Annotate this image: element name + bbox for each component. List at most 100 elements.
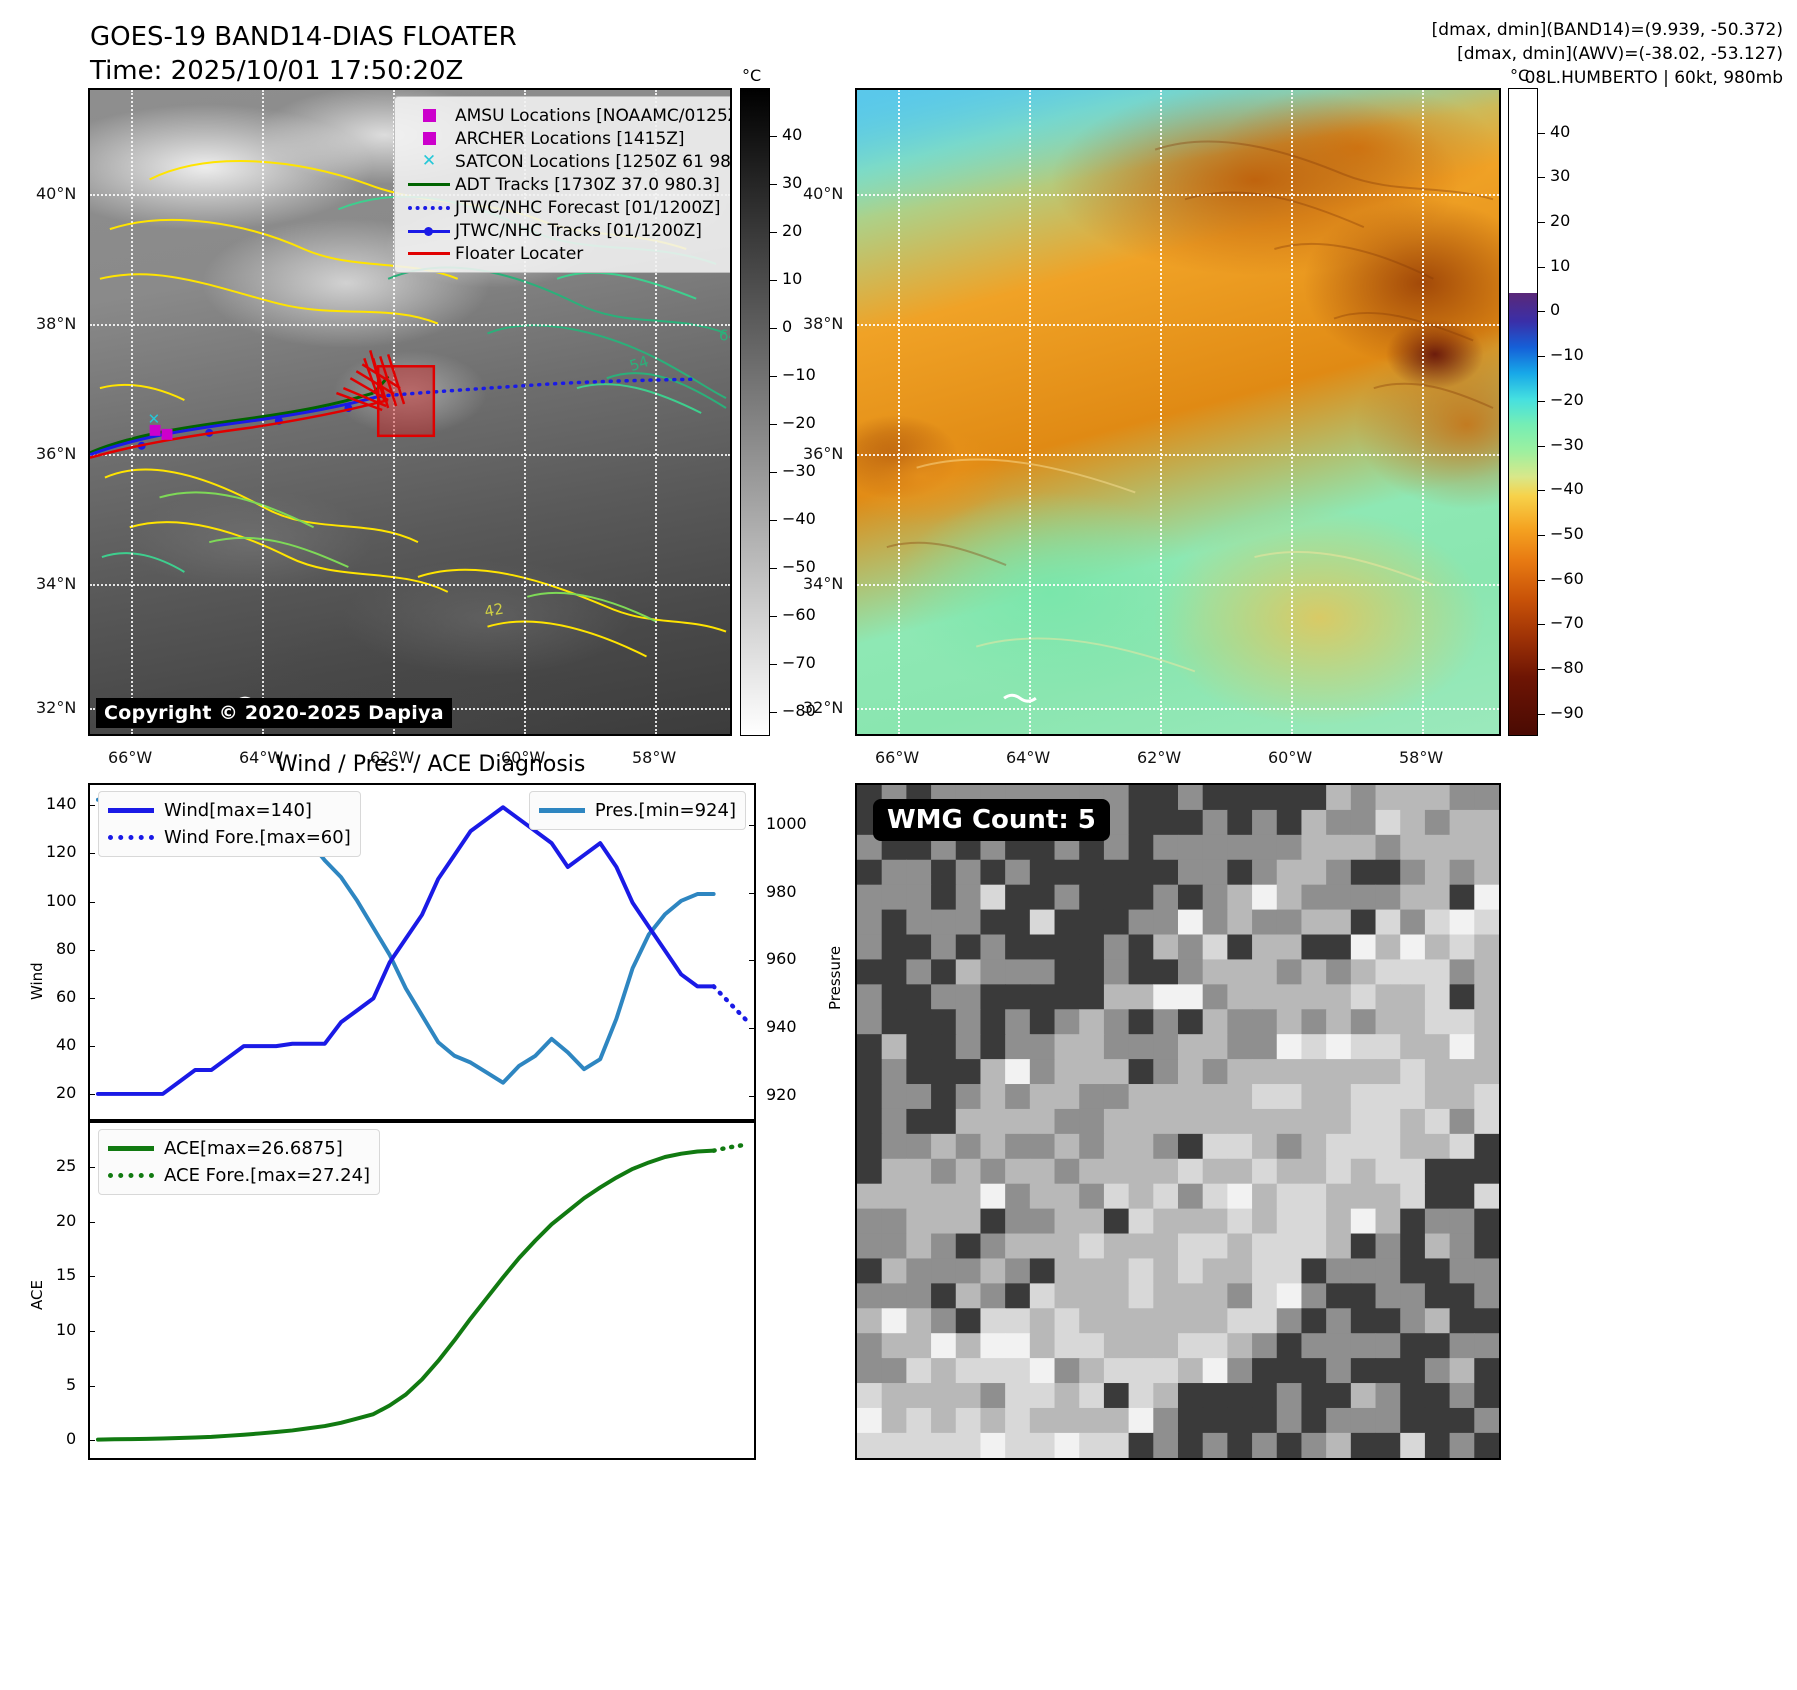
p2-lat-tick: 34°N	[803, 574, 844, 593]
tick-mark	[88, 1093, 95, 1095]
colorbar-tick-label: −30	[782, 461, 816, 480]
legend-label: Wind[max=140]	[164, 800, 312, 821]
svg-text:42: 42	[483, 600, 505, 621]
temperature-contours: 54 42 64	[99, 160, 730, 658]
legend-label: Pres.[min=924]	[594, 800, 736, 821]
storm-tracks-overlay: ✕	[90, 350, 698, 706]
awv-panel[interactable]	[855, 88, 1501, 736]
tick-mark	[88, 949, 95, 951]
legend-item: Pres.[min=924]	[538, 797, 736, 824]
colorbar-tickmark	[770, 184, 777, 185]
pressure-legend: Pres.[min=924]	[528, 791, 746, 830]
floater-line-icon	[403, 252, 455, 255]
tick-mark	[88, 805, 95, 807]
legend-item: Floater Locater	[403, 242, 730, 265]
colorbar-tick-label: −40	[1550, 479, 1584, 499]
p1-lat-tick: 38°N	[36, 314, 77, 333]
page-title: GOES-19 BAND14-DIAS FLOATER Time: 2025/1…	[90, 20, 517, 88]
legend-label: Floater Locater	[455, 243, 584, 264]
dmax-dmin-band14: [dmax, dmin](BAND14)=(9.939, -50.372)	[1431, 20, 1783, 40]
p1-lon-tick: 64°W	[239, 748, 284, 767]
colorbar-tick-label: −30	[1550, 434, 1584, 454]
dmax-dmin-awv: [dmax, dmin](AWV)=(-38.02, -53.127)	[1457, 44, 1783, 64]
wind-pressure-chart[interactable]: Wind[max=140] Wind Fore.[max=60] Pres.[m…	[88, 783, 756, 1121]
wind-tick-label: 140	[46, 794, 77, 814]
archer-square-icon	[403, 132, 455, 145]
p1-lat-tick: 36°N	[36, 444, 77, 463]
ace-axis-label: ACE	[28, 1280, 46, 1310]
ace-forecast-dotted-icon	[108, 1173, 164, 1178]
legend-label: ADT Tracks [1730Z 37.0 980.3]	[455, 174, 720, 195]
awv-imagery	[857, 90, 1499, 734]
tick-mark	[88, 1385, 95, 1387]
p1-lon-tick: 58°W	[632, 748, 677, 767]
p2-lat-tick: 36°N	[803, 444, 844, 463]
colorbar-tickmark	[770, 520, 777, 521]
ir-floater-panel[interactable]: 54 42 64 ✕	[88, 88, 732, 736]
p2-lat-tick: 32°N	[803, 698, 844, 717]
pressure-axis-label: Pressure	[826, 945, 844, 1010]
colorbar-tick-label: 0	[1550, 300, 1561, 320]
colorbar-tickmark	[1538, 713, 1545, 715]
colorbar-tickmark	[1538, 445, 1545, 447]
colorbar-tick-label: 10	[782, 269, 803, 288]
title-line-2: Time: 2025/10/01 17:50:20Z	[90, 56, 464, 86]
colorbar-tick-label: −80	[782, 701, 816, 720]
colorbar-tickmark	[1538, 266, 1545, 268]
pressure-line-icon	[538, 808, 595, 813]
wind-tick-label: 60	[56, 986, 77, 1006]
colorbar-tick-label: −90	[1550, 702, 1584, 722]
colorbar-tick-label: 30	[782, 173, 803, 192]
colorbar-tickmark	[770, 136, 777, 137]
colorbar-tickmark	[770, 664, 777, 665]
p2-lon-tick: 58°W	[1399, 748, 1444, 767]
header-info: [dmax, dmin](BAND14)=(9.939, -50.372) [d…	[1432, 18, 1783, 90]
colorbar-tickmark	[1538, 534, 1545, 536]
legend-label: ACE[max=26.6875]	[164, 1138, 343, 1159]
p2-lon-tick: 66°W	[875, 748, 920, 767]
satcon-cross-icon: ✕	[421, 151, 437, 171]
wmg-count-badge: WMG Count: 5	[873, 799, 1110, 841]
p1-lat-tick: 34°N	[36, 574, 77, 593]
p1-lon-tick: 66°W	[108, 748, 153, 767]
colorbar-tick-label: −50	[782, 557, 816, 576]
colorbar-tickmark	[1538, 132, 1545, 134]
pressure-tick-label: 920	[766, 1085, 797, 1105]
p1-lon-tick: 60°W	[501, 748, 546, 767]
legend-item: Wind Fore.[max=60]	[108, 824, 351, 851]
ace-legend: ACE[max=26.6875] ACE Fore.[max=27.24]	[98, 1129, 381, 1195]
legend-label: JTWC/NHC Tracks [01/1200Z]	[455, 220, 702, 241]
colorbar-tick-label: −60	[1550, 568, 1584, 588]
colorbar-tickmark	[1538, 356, 1545, 358]
wind-legend: Wind[max=140] Wind Fore.[max=60]	[98, 791, 361, 857]
p2-colorbar-unit: °C	[1510, 66, 1530, 85]
colorbar-tick-label: 10	[1550, 255, 1571, 275]
ace-tick-label: 20	[56, 1210, 77, 1230]
p1-lat-tick: 40°N	[36, 184, 77, 203]
wind-axis-label: Wind	[28, 962, 46, 1000]
tick-mark	[749, 960, 756, 962]
svg-text:✕: ✕	[148, 410, 160, 428]
copyright-badge: Copyright © 2020-2025 Dapiya	[96, 698, 452, 728]
pressure-tick-label: 980	[766, 881, 797, 901]
wmg-panel[interactable]: WMG Count: 5	[855, 783, 1501, 1460]
tick-mark	[88, 1167, 95, 1169]
lat-lon-grid	[857, 90, 1499, 734]
colorbar-tick-label: 0	[782, 317, 793, 336]
legend-item: AMSU Locations [NOAAMC/0125Z 91 968]	[403, 104, 732, 127]
wind-line-icon	[108, 808, 164, 813]
tick-mark	[88, 853, 95, 855]
colorbar-tick-label: 30	[1550, 166, 1571, 186]
colorbar-tickmark	[770, 280, 777, 281]
ace-tick-label: 5	[66, 1374, 77, 1394]
legend-label: AMSU Locations [NOAAMC/0125Z 91 968]	[455, 105, 732, 126]
tick-mark	[749, 1096, 756, 1098]
colorbar-tick-label: −70	[1550, 613, 1584, 633]
wind-tick-label: 80	[56, 938, 77, 958]
ace-chart[interactable]: ACE[max=26.6875] ACE Fore.[max=27.24]	[88, 1121, 756, 1460]
tick-mark	[749, 824, 756, 826]
legend-item: JTWC/NHC Tracks [01/1200Z]	[403, 219, 730, 242]
colorbar-tick-label: 20	[1550, 211, 1571, 231]
legend-item: ACE Fore.[max=27.24]	[108, 1162, 370, 1189]
legend-label: JTWC/NHC Forecast [01/1200Z]	[455, 197, 721, 218]
